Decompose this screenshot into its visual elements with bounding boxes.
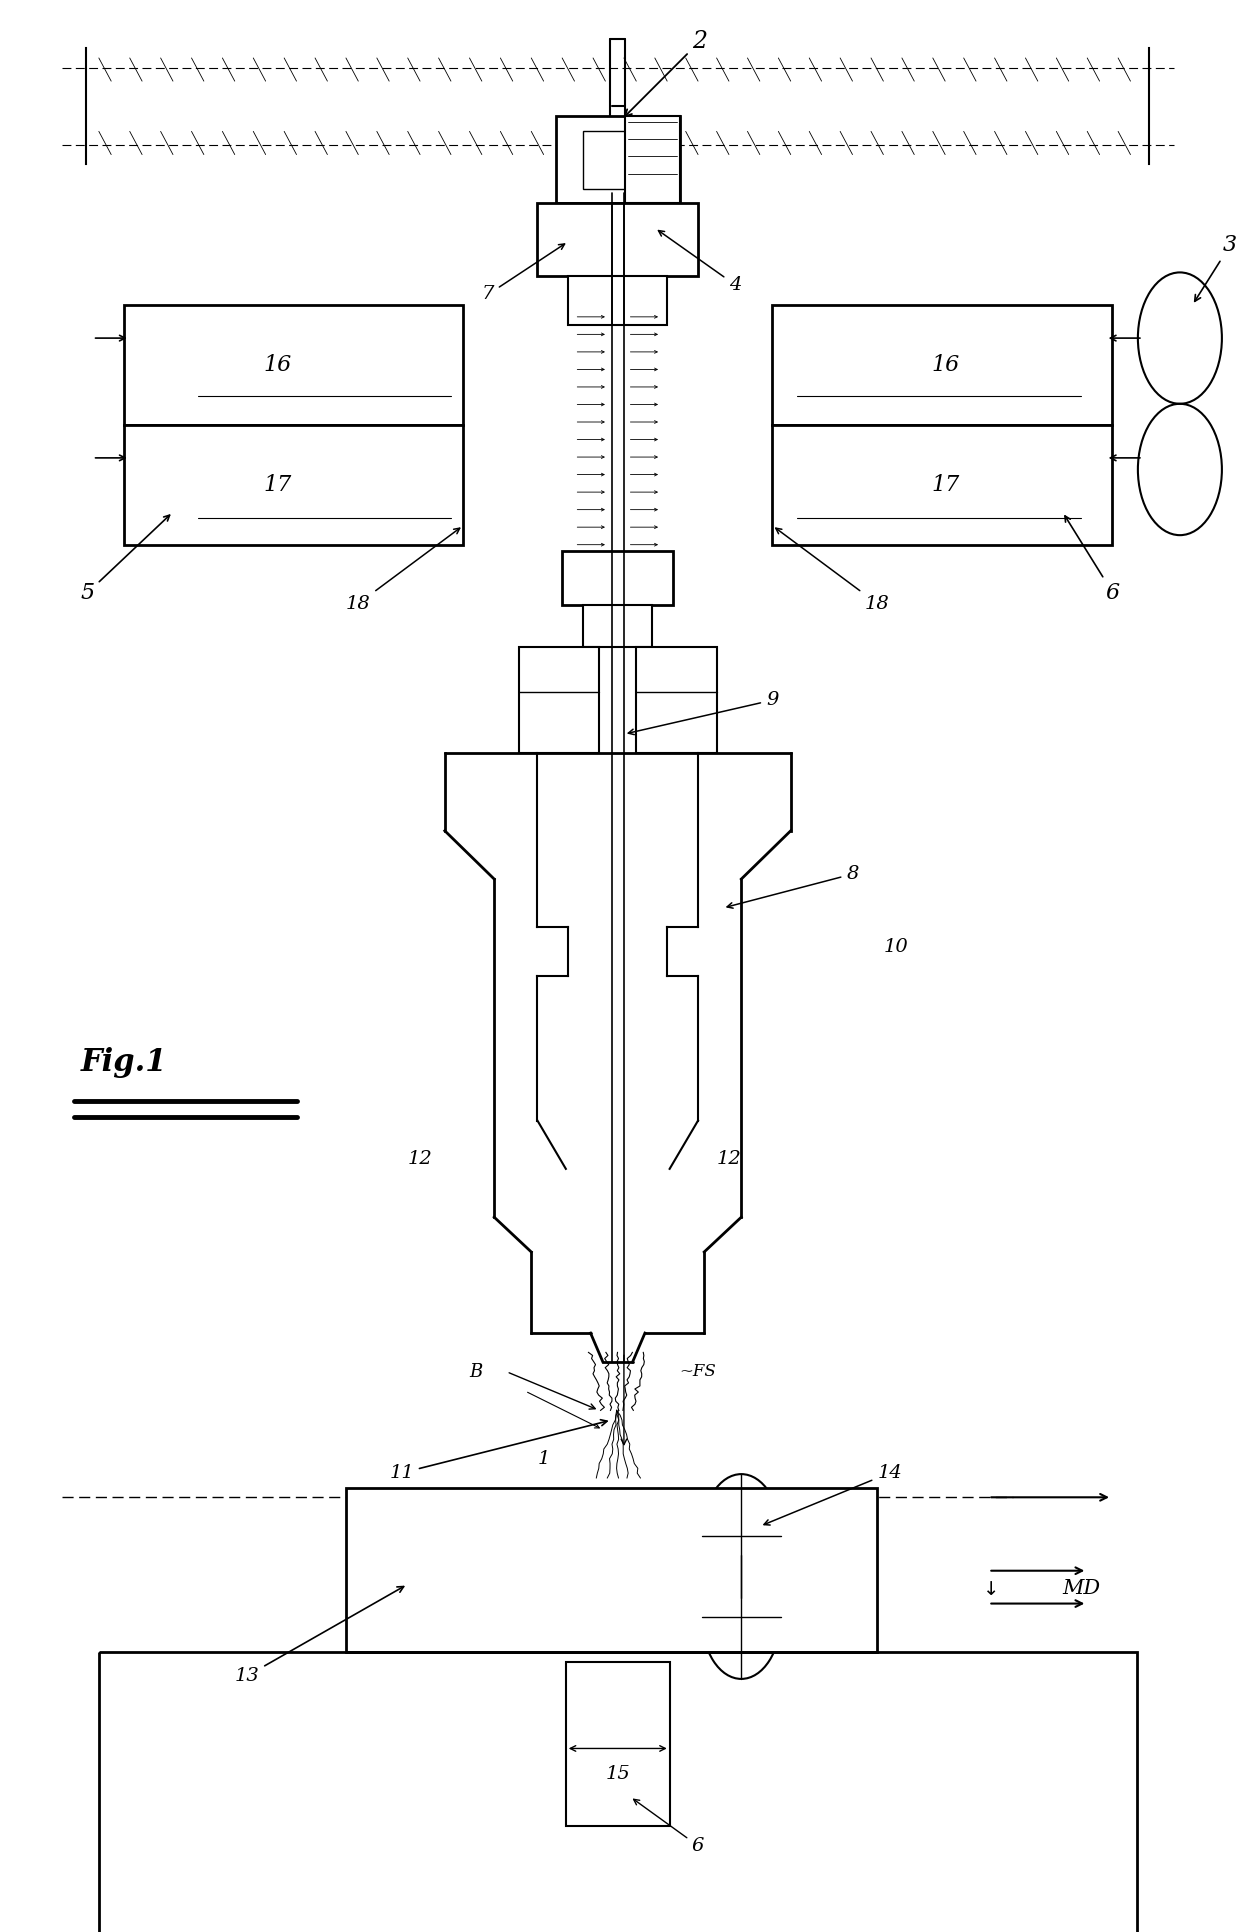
Bar — [556, 116, 680, 203]
Text: 16: 16 — [264, 354, 293, 377]
Text: 17: 17 — [931, 473, 960, 497]
Text: 8: 8 — [727, 866, 858, 908]
Bar — [625, 116, 680, 203]
Bar — [124, 425, 464, 545]
Text: 16: 16 — [931, 354, 960, 377]
Text: 17: 17 — [264, 473, 293, 497]
Text: Fig.1: Fig.1 — [81, 1047, 167, 1078]
Bar — [537, 203, 698, 276]
Bar — [773, 425, 1112, 545]
Text: ~FS: ~FS — [680, 1364, 717, 1379]
Text: 6: 6 — [1065, 516, 1120, 605]
Text: 18: 18 — [346, 527, 460, 612]
Bar — [124, 305, 464, 425]
Text: 7: 7 — [482, 243, 564, 303]
Text: 15: 15 — [605, 1764, 630, 1783]
Bar — [583, 131, 652, 189]
Bar — [346, 1488, 877, 1652]
Text: 9: 9 — [629, 692, 779, 734]
Bar — [583, 605, 652, 647]
Text: 1: 1 — [537, 1449, 549, 1468]
Bar — [565, 1662, 670, 1826]
Text: 5: 5 — [81, 516, 170, 605]
Text: MD: MD — [1061, 1578, 1100, 1598]
Bar — [99, 1652, 1137, 1932]
Text: 12: 12 — [717, 1150, 742, 1169]
Text: 14: 14 — [764, 1464, 901, 1524]
Text: 4: 4 — [658, 230, 742, 294]
Text: 13: 13 — [234, 1586, 404, 1685]
Text: $\downarrow$: $\downarrow$ — [980, 1580, 997, 1600]
Text: 6: 6 — [634, 1799, 704, 1855]
Bar — [773, 305, 1112, 425]
Text: 10: 10 — [883, 937, 908, 956]
Bar — [518, 647, 599, 753]
Text: 11: 11 — [389, 1420, 608, 1482]
Bar — [636, 647, 717, 753]
Bar — [562, 551, 673, 605]
Text: 2: 2 — [625, 31, 707, 116]
Text: 3: 3 — [1194, 234, 1238, 301]
Bar — [568, 276, 667, 325]
Text: B: B — [469, 1362, 482, 1381]
Text: 12: 12 — [408, 1150, 433, 1169]
Text: 18: 18 — [776, 527, 889, 612]
